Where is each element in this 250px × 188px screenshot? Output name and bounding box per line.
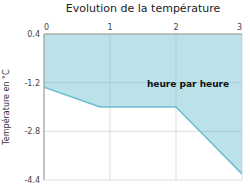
y-tick-label: -4.4 (24, 176, 40, 185)
grid-line (44, 34, 242, 35)
x-tick-label: 3 (237, 23, 242, 32)
grid-line (44, 34, 45, 180)
grid-line (44, 180, 242, 181)
plot-area (44, 34, 242, 174)
x-tick-label: 1 (107, 23, 112, 32)
annotation: heure par heure (147, 79, 229, 89)
area (44, 34, 242, 174)
y-axis-label: Température en °C (1, 69, 11, 146)
y-tick-label: 0.4 (27, 30, 40, 39)
grid (44, 34, 242, 180)
x-tick-label: 0 (44, 23, 49, 32)
y-axis (44, 34, 45, 180)
y-tick-label: -2.8 (24, 127, 40, 136)
line (44, 87, 242, 174)
chart: Evolution de la température 0.4 -1.2 -2.8 -4… (0, 0, 250, 188)
title: Evolution de la température (66, 2, 221, 15)
x-axis (44, 34, 242, 35)
y-tick-label: -1.2 (24, 79, 40, 88)
x-tick-label: 2 (173, 23, 178, 32)
